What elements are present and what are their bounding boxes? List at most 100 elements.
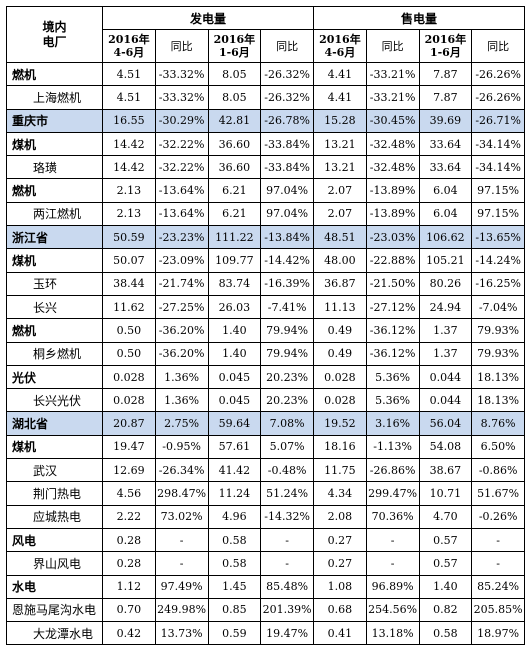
plant-name-cell: 重庆市	[6, 108, 103, 133]
value-cell: 79.94%	[260, 318, 315, 343]
value-cell: 0.41	[313, 621, 367, 645]
corner-header: 境内 电厂	[6, 6, 103, 63]
value-cell: 0.49	[313, 318, 367, 343]
value-cell: 299.47%	[365, 481, 420, 506]
category-row: 风电 0.28-0.58-0.27-0.57-	[6, 527, 526, 553]
value-cell: -0.48%	[260, 458, 315, 483]
table-row: 玉环 38.44 -21.74% 83.74 -16.39% 36.87 -21.50% 80…	[6, 271, 526, 296]
table-row: 长兴光伏 0.028 1.36% 0.045 20.23% 0.028 5.36% 0.044…	[6, 388, 526, 413]
value-cell: 73.02%	[154, 504, 209, 529]
value-cell: -21.74%	[154, 271, 209, 296]
table-header: 境内 电厂 发电量 售电量 2016年 4-6月 同比 2016年 1-6月 同比 …	[6, 6, 526, 63]
table-row: 桐乡燃机 0.50 -36.20% 1.40 79.94% 0.49 -36.12% 1.37…	[6, 341, 526, 366]
value-cell: 109.77	[207, 248, 262, 273]
value-cell: 249.98%	[154, 597, 209, 623]
value-cell: 36.60	[207, 131, 262, 157]
plant-name-cell: 长兴	[6, 294, 103, 320]
value-cell: 1.40	[418, 574, 473, 599]
value-cell: -0.95%	[154, 434, 209, 460]
value-cell: 11.75	[313, 458, 367, 483]
province-row: 浙江省 50.59 -23.23% 111.22 -13.84% 48.51 -23.03%…	[6, 225, 526, 250]
plant-name-cell: 桐乡燃机	[6, 341, 103, 366]
value-cell: 0.58	[418, 621, 473, 645]
value-cell: 5.07%	[260, 434, 315, 460]
value-cell: -	[260, 551, 315, 576]
value-cell: 20.87	[102, 411, 156, 436]
gen-q2-header: 2016年 4-6月	[102, 29, 156, 63]
value-cell: -26.26%	[471, 85, 526, 110]
value-cell: 0.044	[418, 364, 473, 390]
table-row: 大龙潭水电 0.42 13.73% 0.59 19.47% 0.41 13.18% 0.58 1…	[6, 621, 526, 645]
value-cell: 13.21	[313, 131, 367, 157]
value-cell: -7.41%	[260, 294, 315, 320]
value-cell: -	[365, 527, 420, 553]
value-cell: 36.87	[313, 271, 367, 296]
value-cell: 16.55	[102, 108, 156, 133]
plant-name-cell: 光伏	[6, 364, 103, 390]
value-cell: 85.48%	[260, 574, 315, 599]
value-cell: 4.51	[102, 85, 156, 110]
value-cell: 20.23%	[260, 388, 315, 413]
value-cell: 19.47	[102, 434, 156, 460]
value-cell: 59.64	[207, 411, 262, 436]
value-cell: 18.97%	[471, 621, 526, 645]
plant-name-cell: 燃机	[6, 178, 103, 203]
value-cell: 50.07	[102, 248, 156, 273]
value-cell: 0.82	[418, 597, 473, 623]
value-cell: 2.13	[102, 178, 156, 203]
value-cell: 0.27	[313, 551, 367, 576]
value-cell: 6.50%	[471, 434, 526, 460]
power-data-table: 境内 电厂 发电量 售电量 2016年 4-6月 同比 2016年 1-6月 同比 …	[6, 6, 526, 645]
plant-name-cell: 燃机	[6, 318, 103, 343]
value-cell: -32.22%	[154, 131, 209, 157]
table-row: 珞璜 14.42 -32.22% 36.60 -33.84% 13.21 -32.48% 33…	[6, 155, 526, 180]
value-cell: -7.04%	[471, 294, 526, 320]
value-cell: 2.75%	[154, 411, 209, 436]
value-cell: 0.028	[102, 364, 156, 390]
plant-name-cell: 珞璜	[6, 155, 103, 180]
value-cell: -13.64%	[154, 201, 209, 227]
value-cell: -	[154, 551, 209, 576]
plant-name-cell: 两江燃机	[6, 201, 103, 227]
value-cell: 0.49	[313, 341, 367, 366]
category-row: 光伏 0.028 1.36% 0.045 20.23% 0.028 5.36% 0.044 18…	[6, 364, 526, 390]
value-cell: 1.40	[207, 318, 262, 343]
value-cell: -36.12%	[365, 318, 420, 343]
value-cell: 0.59	[207, 621, 262, 645]
value-cell: 39.69	[418, 108, 473, 133]
value-cell: -34.14%	[471, 131, 526, 157]
value-cell: 5.36%	[365, 388, 420, 413]
value-cell: -21.50%	[365, 271, 420, 296]
value-cell: 85.24%	[471, 574, 526, 599]
plant-name-cell: 恩施马尾沟水电	[6, 597, 103, 623]
value-cell: 8.76%	[471, 411, 526, 436]
category-row: 煤机 50.07 -23.09% 109.77 -14.42% 48.00 -22.88% 1…	[6, 248, 526, 273]
value-cell: 36.60	[207, 155, 262, 180]
table-row: 界山风电 0.28-0.58-0.27-0.57-	[6, 551, 526, 576]
value-cell: -26.86%	[365, 458, 420, 483]
value-cell: -23.09%	[154, 248, 209, 273]
value-cell: 54.08	[418, 434, 473, 460]
value-cell: 33.64	[418, 155, 473, 180]
value-cell: 2.07	[313, 201, 367, 227]
value-cell: -33.21%	[365, 61, 420, 87]
plant-name-cell: 煤机	[6, 434, 103, 460]
value-cell: 3.16%	[365, 411, 420, 436]
sales-group-header: 售电量	[313, 6, 526, 30]
plant-name-cell: 玉环	[6, 271, 103, 296]
sales-q2-yoy-header: 同比	[365, 29, 420, 63]
plant-name-cell: 风电	[6, 527, 103, 553]
value-cell: 11.24	[207, 481, 262, 506]
value-cell: 48.00	[313, 248, 367, 273]
value-cell: -22.88%	[365, 248, 420, 273]
value-cell: 1.36%	[154, 364, 209, 390]
plant-name-cell: 水电	[6, 574, 103, 599]
value-cell: -13.64%	[154, 178, 209, 203]
plant-name-cell: 浙江省	[6, 225, 103, 250]
value-cell: -	[471, 527, 526, 553]
value-cell: -26.26%	[471, 61, 526, 87]
value-cell: 8.05	[207, 61, 262, 87]
value-cell: 1.12	[102, 574, 156, 599]
value-cell: 6.04	[418, 178, 473, 203]
generation-group-header: 发电量	[101, 6, 315, 30]
